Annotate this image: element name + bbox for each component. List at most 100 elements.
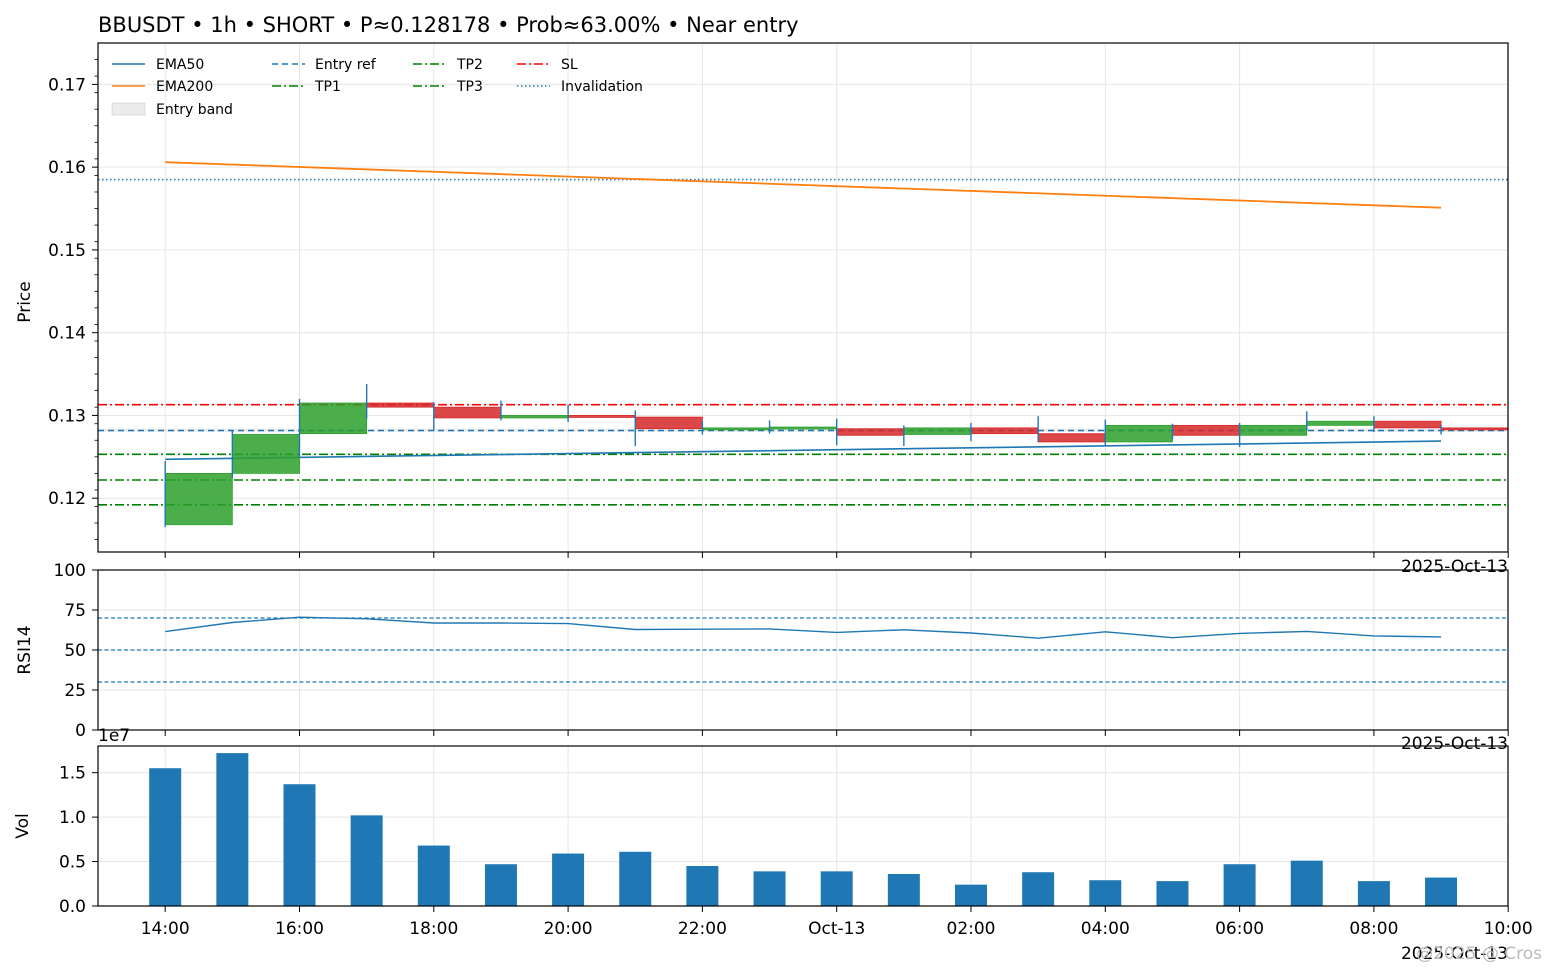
- candle-body-16: [1239, 424, 1308, 436]
- candle-body-12: [970, 427, 1039, 435]
- price-axes-frame: [97, 42, 1509, 553]
- volume-bar-7: [619, 851, 652, 906]
- candle-body-14: [1104, 424, 1173, 443]
- volume-bar-6: [552, 853, 585, 906]
- volume-y-ticks: 0.0 0.5 1.0 1.5: [59, 764, 98, 917]
- legend-entry-ref-label: Entry ref: [315, 57, 377, 73]
- x-tick-label-7: 04:00: [1081, 919, 1130, 939]
- rsi-y-tick-label-2: 50: [64, 641, 86, 661]
- price-panel: 0.12 0.13 0.14 0.15 0.16 0.17 Price 2025-Oct-…: [15, 42, 1509, 577]
- volume-bar-16: [1223, 864, 1256, 906]
- volume-bar-11: [887, 874, 920, 906]
- candle-body-8: [702, 427, 770, 431]
- candle-body-0: [164, 472, 233, 526]
- volume-bar-17: [1290, 860, 1323, 906]
- legend-tp3-label: TP3: [456, 79, 483, 95]
- volume-y-tick-label-2: 1.0: [59, 808, 86, 828]
- rsi-series-line: [165, 616, 1442, 639]
- price-grid: [98, 43, 1509, 552]
- legend-ema200-label: EMA200: [156, 79, 213, 95]
- x-tick-label-4: 22:00: [678, 919, 727, 939]
- rsi-y-tick-label-3: 75: [64, 601, 86, 621]
- candle-body-7: [634, 416, 703, 430]
- ema50-line: [165, 440, 1442, 461]
- price-date-offset: 2025-Oct-13: [1401, 557, 1508, 577]
- candle-body-4: [433, 406, 502, 419]
- legend-ema50-label: EMA50: [156, 57, 204, 73]
- rsi-line: [165, 616, 1442, 639]
- legend-entry-band-swatch: [111, 102, 146, 116]
- volume-bar-15: [1156, 881, 1189, 906]
- x-tick-label-3: 20:00: [544, 919, 593, 939]
- rsi-date-offset: 2025-Oct-13: [1401, 734, 1508, 754]
- candle-body-19: [1440, 427, 1509, 431]
- legend-invalidation-label: Invalidation: [561, 79, 643, 95]
- ema-lines: [165, 161, 1442, 461]
- rsi-y-tick-label-0: 0: [75, 721, 86, 741]
- x-tick-label-0: 14:00: [141, 919, 190, 939]
- volume-bar-13: [1022, 872, 1055, 906]
- rsi-x-ticks: [164, 730, 1509, 736]
- volume-bar-14: [1089, 880, 1122, 906]
- candles: [164, 383, 1509, 528]
- price-y-tick-label-4: 0.16: [48, 158, 86, 178]
- rsi-y-label: RSI14: [15, 625, 35, 674]
- price-y-label: Price: [15, 281, 35, 322]
- volume-y-tick-label-1: 0.5: [59, 853, 86, 873]
- price-y-ticks: 0.12 0.13 0.14 0.15 0.16 0.17: [48, 59, 98, 540]
- rsi-reference-lines: [98, 617, 1508, 683]
- legend-tp2-label: TP2: [456, 57, 483, 73]
- price-y-tick-label-3: 0.15: [48, 241, 86, 261]
- volume-x-ticks: 14:00 16:00 18:00 20:00 22:00 Oct-13 02:00 04:0…: [141, 906, 1533, 939]
- volume-date-offset: 2025-Oct-13: [1401, 944, 1508, 964]
- volume-bar-9: [753, 871, 786, 906]
- volume-panel: 0.0 0.5 1.0 1.5 14:00 16:00 18:00 20:00 22:00 Oc…: [13, 726, 1542, 964]
- rsi-panel: 0 25 50 75 100 RSI14 2025-Oct-13: [15, 561, 1509, 754]
- candle-body-17: [1306, 420, 1375, 426]
- candle-body-10: [836, 428, 905, 436]
- volume-bar-8: [686, 866, 719, 906]
- x-tick-label-6: 02:00: [947, 919, 996, 939]
- volume-exponent-label: 1e7: [98, 726, 130, 746]
- price-y-tick-label-1: 0.13: [48, 406, 86, 426]
- volume-y-tick-label-3: 1.5: [59, 764, 86, 784]
- volume-bar-2: [283, 784, 316, 906]
- ema200-line: [165, 161, 1442, 209]
- volume-bar-19: [1425, 877, 1458, 906]
- candle-body-2: [299, 402, 368, 435]
- x-tick-label-10: 10:00: [1484, 919, 1533, 939]
- volume-y-tick-label-0: 0.0: [59, 897, 86, 917]
- candle-body-15: [1172, 424, 1240, 436]
- candle-body-13: [1037, 433, 1106, 443]
- volume-bar-12: [955, 884, 987, 906]
- candle-body-1: [231, 434, 300, 474]
- volume-bar-10: [820, 871, 853, 906]
- rsi-y-tick-label-4: 100: [54, 561, 86, 581]
- volume-bar-4: [417, 845, 450, 906]
- watermark: @2025 @ Cros: [1416, 944, 1542, 964]
- price-y-tick-label-5: 0.17: [48, 75, 86, 95]
- x-tick-label-2: 18:00: [409, 919, 458, 939]
- volume-bar-1: [216, 753, 249, 906]
- candle-body-9: [769, 426, 838, 430]
- candle-body-5: [500, 415, 569, 419]
- x-tick-label-9: 08:00: [1349, 919, 1398, 939]
- candle-body-6: [567, 415, 636, 418]
- volume-bar-3: [350, 815, 383, 906]
- rsi-y-ticks: 0 25 50 75 100: [54, 561, 98, 741]
- volume-bar-18: [1357, 881, 1390, 906]
- price-x-ticks: [164, 552, 1509, 558]
- volume-axes-frame: [97, 745, 1509, 907]
- price-levels: [98, 178, 1508, 506]
- price-y-tick-label-0: 0.12: [48, 489, 86, 509]
- candle-body-3: [366, 402, 435, 408]
- volume-y-label: Vol: [13, 813, 33, 838]
- legend-entry-band-label: Entry band: [156, 102, 233, 118]
- x-tick-label-8: 06:00: [1215, 919, 1264, 939]
- candle-body-18: [1373, 420, 1442, 429]
- legend: EMA50 EMA200 Entry band Entry ref TP1 TP…: [111, 57, 643, 118]
- x-tick-label-5: Oct-13: [808, 919, 865, 939]
- chart-title: BBUSDT • 1h • SHORT • P≈0.128178 • Prob≈…: [98, 13, 799, 37]
